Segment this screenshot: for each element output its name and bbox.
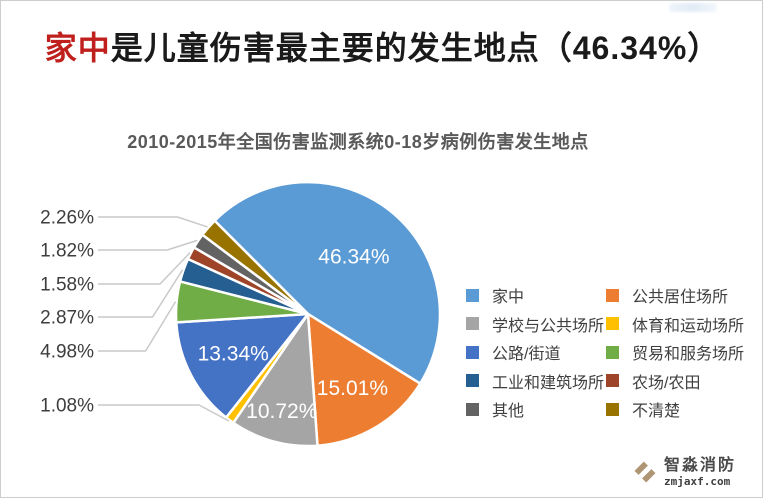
legend-label: 农场/农田	[632, 374, 701, 392]
pie-slice-2	[232, 312, 319, 448]
leader-line-8	[98, 239, 198, 251]
legend-label: 公路/街道	[492, 346, 561, 364]
pie-outer-label-8: 1.82%	[40, 241, 94, 262]
legend-item-0: 家中	[466, 283, 606, 307]
legend-swatch-icon	[466, 317, 479, 331]
leader-line-3	[98, 404, 230, 422]
legend-label: 不清楚	[632, 403, 681, 421]
legend-item-7: 农场/农田	[606, 369, 763, 393]
watermark-site: zmjaxf.com	[664, 474, 731, 488]
pie-inner-label-4: 13.34%	[198, 343, 269, 366]
legend-label: 其他	[492, 403, 525, 421]
legend-swatch-icon	[606, 317, 619, 331]
pie-inner-label-2: 10.72%	[246, 400, 317, 423]
title-rest: 是儿童伤害最主要的发生地点（46.34%）	[110, 30, 721, 66]
pie-inner-label-0: 46.34%	[318, 245, 389, 268]
legend-item-5: 贸易和服务场所	[606, 340, 763, 364]
leader-line-5	[98, 301, 177, 352]
leader-line-7	[98, 252, 191, 285]
legend-label: 贸易和服务场所	[632, 346, 745, 364]
chart-title: 2010-2015年全国伤害监测系统0-18岁病例伤害发生地点	[127, 132, 589, 152]
legend-swatch-icon	[466, 288, 479, 302]
page-title: 家中是儿童伤害最主要的发生地点（46.34%）	[1, 23, 763, 69]
legend-swatch-icon	[466, 345, 479, 359]
pie-inner-label-1: 15.01%	[317, 377, 388, 400]
legend-item-4: 公路/街道	[466, 340, 606, 364]
legend-item-1: 公共居住场所	[606, 283, 763, 307]
legend-label: 工业和建筑场所	[492, 374, 605, 392]
title-highlight: 家中	[44, 30, 111, 66]
legend-label: 家中	[492, 289, 525, 307]
pie-outer-label-7: 1.58%	[40, 275, 94, 296]
watermark-name: 智淼消防	[664, 456, 737, 474]
legend-swatch-icon	[606, 345, 619, 359]
legend-item-9: 不清楚	[606, 397, 763, 421]
pie-slice-1	[306, 312, 422, 447]
cropped-logo-fragment	[669, 3, 717, 12]
watermark: 智淼消防 zmjaxf.com	[631, 457, 736, 487]
legend-label: 学校与公共场所	[492, 317, 605, 335]
legend-swatch-icon	[606, 374, 619, 388]
legend-swatch-icon	[466, 402, 479, 416]
legend-swatch-icon	[606, 402, 619, 416]
legend-item-8: 其他	[466, 397, 606, 421]
pie-slice-4	[175, 312, 310, 419]
leader-line-6	[98, 269, 184, 318]
pie-outer-label-6: 2.87%	[40, 308, 94, 329]
legend-item-2: 学校与公共场所	[466, 312, 606, 336]
legend-label: 体育和运动场所	[632, 317, 745, 335]
watermark-logo-icon	[634, 461, 656, 483]
legend-swatch-icon	[606, 288, 619, 302]
pie-outer-label-9: 2.26%	[40, 208, 94, 229]
legend-swatch-icon	[466, 374, 479, 388]
legend-item-3: 体育和运动场所	[606, 312, 763, 336]
pie-slice-0	[213, 180, 442, 385]
pie-slice-9	[201, 219, 310, 316]
leader-line-9	[98, 216, 208, 228]
legend-item-6: 工业和建筑场所	[466, 369, 606, 393]
legend: 家中 公共居住场所学校与公共场所 体育和运动场所公路/街道 贸易和服务场所工业和建筑场…	[466, 281, 763, 424]
pie-outer-label-3: 1.08%	[40, 396, 94, 417]
legend-label: 公共居住场所	[632, 289, 729, 307]
pie-outer-label-5: 4.98%	[40, 342, 94, 363]
